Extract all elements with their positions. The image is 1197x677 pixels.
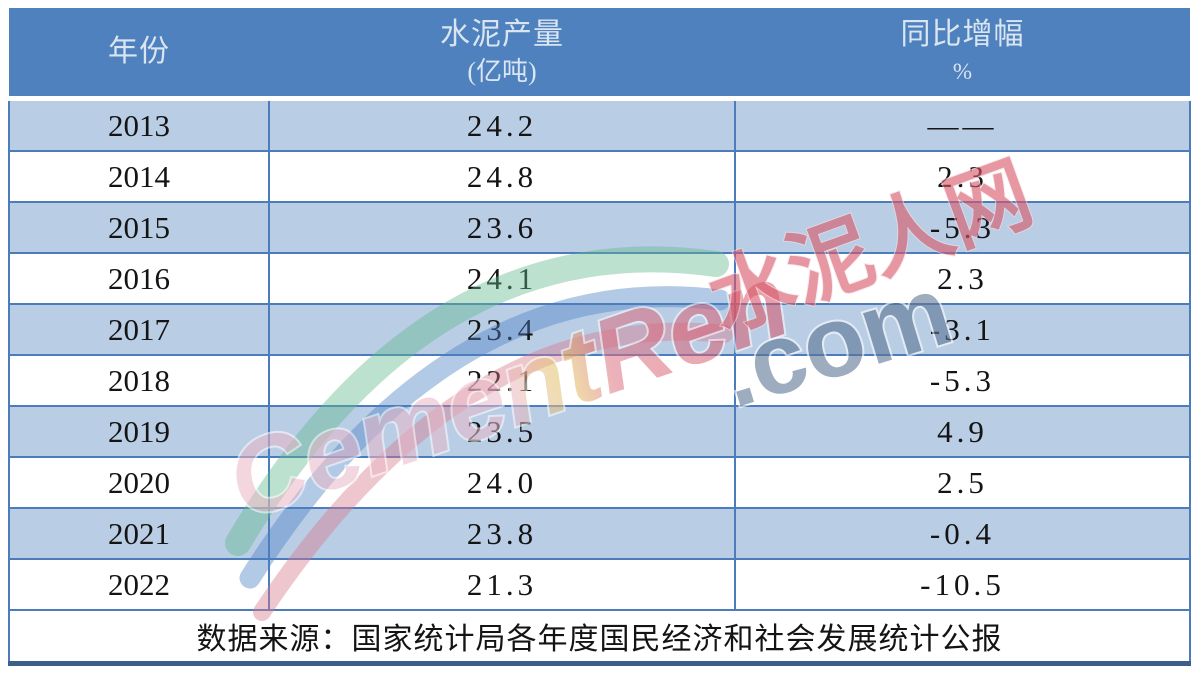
table-row: 2018 22.1 -5.3 [8,354,1191,407]
header-production-unit: (亿吨) [467,57,537,86]
table-row: 2016 24.1 2.3 [8,252,1191,305]
source-row: 数据来源：国家统计局各年度国民经济和社会发展统计公报 [8,609,1191,666]
yoy-cell: 2.3 [734,150,1191,203]
table-row: 2019 23.5 4.9 [8,405,1191,458]
yoy-cell: -5.3 [734,354,1191,407]
cement-production-page: 年份 水泥产量 (亿吨) 同比增幅 % 2013 24.2 —— 2014 [8,8,1191,669]
production-cell: 22.1 [268,354,736,407]
data-source-note: 数据来源：国家统计局各年度国民经济和社会发展统计公报 [8,609,1191,666]
yoy-cell: —— [734,97,1191,152]
year-cell: 2014 [8,150,270,203]
yoy-cell: 4.9 [734,405,1191,458]
yoy-cell: -0.4 [734,507,1191,560]
production-cell: 24.8 [268,150,736,203]
table-row: 2020 24.0 2.5 [8,456,1191,509]
yoy-cell: -3.1 [734,303,1191,356]
year-cell: 2016 [8,252,270,305]
table-row: 2017 23.4 -3.1 [8,303,1191,356]
table-row: 2022 21.3 -10.5 [8,558,1191,611]
year-cell: 2017 [8,303,270,356]
production-cell: 23.8 [268,507,736,560]
table-row: 2021 23.8 -0.4 [8,507,1191,560]
table-row: 2013 24.2 —— [8,97,1191,152]
production-cell: 24.2 [268,97,736,152]
header-yoy: 同比增幅 % [735,8,1190,101]
yoy-cell: 2.3 [734,252,1191,305]
production-cell: 23.4 [268,303,736,356]
header-yoy-label: 同比增幅 [900,18,1025,51]
production-cell: 23.6 [268,201,736,254]
year-cell: 2022 [8,558,270,611]
year-cell: 2013 [8,97,270,152]
yoy-cell: 2.5 [734,456,1191,509]
production-cell: 21.3 [268,558,736,611]
production-cell: 23.5 [268,405,736,458]
header-row: 年份 水泥产量 (亿吨) 同比增幅 % [9,8,1190,101]
header-yoy-unit: % [952,59,973,84]
year-cell: 2018 [8,354,270,407]
header-year: 年份 [9,8,269,101]
header-year-label: 年份 [108,35,170,68]
table-row: 2015 23.6 -5.3 [8,201,1191,254]
yoy-cell: -5.3 [734,201,1191,254]
year-cell: 2020 [8,456,270,509]
year-cell: 2021 [8,507,270,560]
yoy-cell: -10.5 [734,558,1191,611]
header-production-label: 水泥产量 [440,18,564,51]
table-row: 2014 24.8 2.3 [8,150,1191,203]
cement-production-table: 年份 水泥产量 (亿吨) 同比增幅 % 2013 24.2 —— 2014 [8,8,1191,666]
year-cell: 2019 [8,405,270,458]
year-cell: 2015 [8,201,270,254]
production-cell: 24.0 [268,456,736,509]
header-production: 水泥产量 (亿吨) [269,8,735,101]
production-cell: 24.1 [268,252,736,305]
